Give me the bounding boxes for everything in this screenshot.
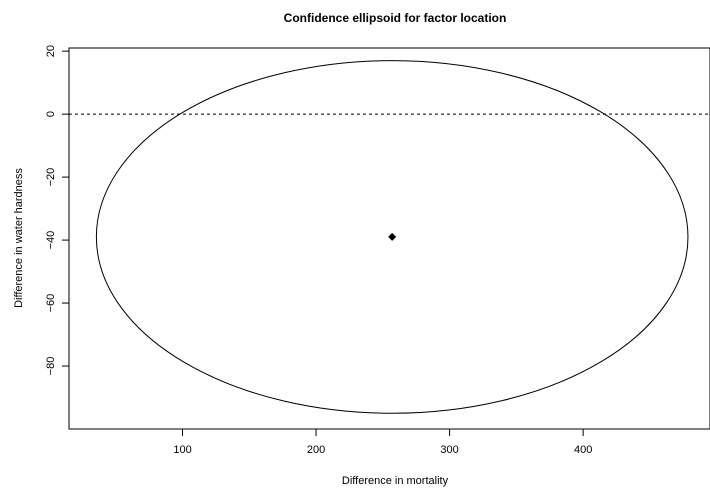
x-tick-label: 100	[173, 444, 191, 456]
y-tick-label: 20	[45, 45, 57, 57]
y-tick-label: −80	[45, 357, 57, 376]
y-axis-label: Difference in water hardness	[13, 168, 25, 308]
x-tick-label: 400	[574, 444, 592, 456]
plot-area	[69, 60, 710, 414]
y-tick-label: −20	[45, 168, 57, 187]
chart-title: Confidence ellipsoid for factor location	[284, 11, 507, 25]
x-axis: 100 200 300 400	[173, 429, 592, 456]
center-point	[388, 232, 397, 241]
x-tick-label: 200	[307, 444, 325, 456]
x-tick-label: 300	[440, 444, 458, 456]
y-tick-label: −40	[45, 231, 57, 250]
y-axis: 20 0 −20 −40 −60 −80	[45, 45, 69, 375]
y-tick-label: −60	[45, 294, 57, 313]
y-tick-label: 0	[45, 111, 57, 117]
confidence-ellipse	[95, 60, 689, 414]
plot-frame	[68, 47, 710, 430]
x-axis-label: Difference in mortality	[342, 475, 449, 487]
